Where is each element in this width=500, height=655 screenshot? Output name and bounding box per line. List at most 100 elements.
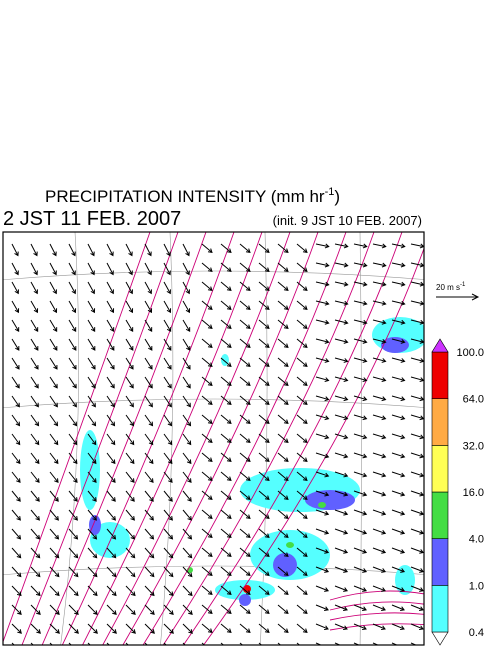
wind-arrow <box>11 490 21 502</box>
wind-arrow <box>125 471 135 484</box>
wind-arrow <box>315 471 330 478</box>
wind-arrow <box>68 357 77 370</box>
wind-arrow <box>220 452 232 462</box>
wind-arrow <box>49 357 58 370</box>
wind-arrow <box>201 642 206 645</box>
wind-arrow <box>353 547 368 554</box>
wind-arrow <box>315 357 330 363</box>
wind-arrow <box>201 433 213 443</box>
wind-arrow <box>68 433 78 446</box>
wind-arrow <box>391 566 406 573</box>
wind-arrow <box>277 300 289 310</box>
wind-arrow <box>106 338 115 351</box>
wind-arrow <box>239 281 251 291</box>
wind-arrow <box>144 585 155 597</box>
wind-arrow <box>353 642 365 645</box>
wind-arrow <box>239 547 251 557</box>
wind-arrow <box>258 509 270 519</box>
wind-arrow <box>87 319 96 333</box>
wind-arrow <box>353 528 368 535</box>
wind-arrow <box>11 357 20 370</box>
wind-arrow <box>68 642 72 645</box>
wind-arrow <box>391 319 406 325</box>
wind-arrow <box>220 338 232 348</box>
wind-arrow <box>182 623 193 634</box>
wind-arrow <box>334 623 348 631</box>
wind-arrow <box>49 528 60 540</box>
wind-arrow <box>258 281 270 291</box>
contour <box>102 232 291 645</box>
wind-arrow <box>201 623 213 633</box>
wind-arrow <box>87 509 97 521</box>
wind-arrow <box>239 528 251 538</box>
wind-arrow <box>68 585 79 597</box>
wind-arrow <box>11 281 19 295</box>
wind-arrow <box>315 490 330 497</box>
wind-arrow <box>11 604 22 615</box>
title-end: ) <box>334 187 340 206</box>
wind-arrow <box>372 433 387 440</box>
wind-arrow <box>125 319 134 332</box>
wind-arrow <box>410 642 422 645</box>
wind-arrow <box>87 395 96 408</box>
wind-arrow <box>334 528 349 535</box>
wind-arrow <box>391 509 406 516</box>
wind-arrow <box>49 433 59 446</box>
wind-arrow <box>68 566 79 578</box>
wind-arrow <box>296 243 308 253</box>
wind-arrow <box>106 262 114 276</box>
wind-arrow <box>49 243 57 257</box>
wind-arrow <box>334 395 349 402</box>
wind-arrow <box>334 452 349 459</box>
wind-arrow <box>334 642 346 645</box>
wind-arrow <box>220 395 232 405</box>
precip-area <box>318 502 326 508</box>
wind-arrow <box>68 547 79 559</box>
wind-arrow <box>391 395 406 402</box>
wind-arrow <box>201 376 213 386</box>
valid-time: 2 JST 11 FEB. 2007 <box>3 208 181 230</box>
wind-arrow <box>49 566 60 578</box>
wind-arrow <box>391 243 406 249</box>
wind-arrow <box>353 566 368 573</box>
wind-arrow <box>68 528 79 540</box>
wind-arrow <box>296 528 308 538</box>
wind-arrow <box>220 376 232 386</box>
wind-arrow <box>220 319 232 329</box>
wind-arrow <box>353 357 368 363</box>
wind-arrow <box>125 585 136 597</box>
wind-arrow <box>106 547 117 559</box>
wind-arrow <box>106 604 117 615</box>
wind-arrow <box>87 585 98 597</box>
precip-area <box>89 515 101 535</box>
title-exponent: -1 <box>325 186 335 198</box>
wind-arrow <box>87 262 95 276</box>
wind-arrow <box>334 262 349 268</box>
wind-arrow <box>144 281 152 295</box>
wind-arrow <box>87 281 95 295</box>
wind-arrow <box>410 509 424 516</box>
wind-arrow <box>11 414 21 427</box>
wind-arrow <box>296 262 308 272</box>
map <box>3 232 424 645</box>
wind-arrow <box>11 395 20 408</box>
wind-arrow <box>334 490 349 497</box>
wind-arrow <box>334 281 349 287</box>
contour <box>329 612 424 621</box>
wind-arrow <box>125 243 133 257</box>
wind-arrow <box>125 604 136 615</box>
wind-arrow <box>201 585 213 595</box>
wind-arrow <box>334 471 349 478</box>
wind-arrow <box>201 509 213 519</box>
colorbar-segment <box>431 538 449 586</box>
wind-arrow <box>68 281 76 295</box>
wind-arrow <box>239 642 244 645</box>
wind-arrow <box>201 395 213 405</box>
wind-arrow <box>353 433 368 440</box>
wind-arrow <box>391 452 406 459</box>
vector-legend-arrow <box>436 293 480 301</box>
wind-arrow <box>163 338 172 351</box>
wind-arrow <box>315 547 330 554</box>
wind-arrow <box>334 604 348 611</box>
map-frame <box>2 231 425 646</box>
